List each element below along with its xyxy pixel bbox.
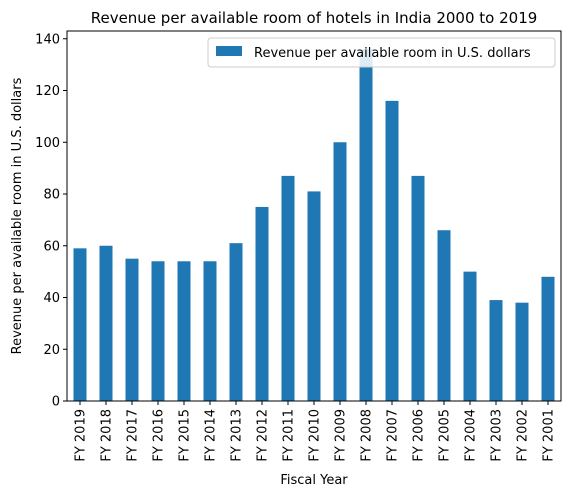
x-tick-label: FY 2014 — [204, 409, 219, 462]
bar-fy-2012 — [255, 206, 269, 401]
x-axis-ticks: FY 2019 FY 2018 FY 2017 FY 2016 FY 2015 FY 20… — [74, 401, 557, 462]
bar-fy-2019 — [73, 248, 87, 401]
y-tick-label: 100 — [35, 136, 60, 151]
bar-fy-2017 — [125, 258, 139, 401]
x-tick-label: FY 2008 — [360, 409, 375, 462]
x-tick-label: FY 2017 — [126, 409, 141, 462]
x-tick-label: FY 2019 — [74, 409, 89, 462]
x-tick-label: FY 2013 — [230, 409, 245, 462]
legend-swatch — [216, 46, 242, 56]
plot-frame — [66, 30, 562, 402]
x-tick-label: FY 2007 — [386, 409, 401, 462]
bars-group — [73, 49, 555, 402]
bar-fy-2006 — [411, 175, 425, 401]
bar-fy-2018 — [99, 245, 113, 401]
bar-fy-2016 — [151, 261, 165, 401]
bar-fy-2003 — [489, 300, 503, 401]
bar-fy-2002 — [515, 302, 529, 401]
bar-fy-2013 — [229, 243, 243, 401]
x-tick-label: FY 2018 — [100, 409, 115, 462]
x-tick-label: FY 2001 — [542, 409, 557, 462]
bar-fy-2009 — [333, 142, 347, 402]
x-tick-label: FY 2011 — [282, 409, 297, 462]
chart-title: Revenue per available room of hotels in … — [91, 9, 538, 27]
y-tick-label: 140 — [35, 32, 60, 47]
x-tick-label: FY 2002 — [516, 409, 531, 462]
x-tick-label: FY 2016 — [152, 409, 167, 462]
bar-fy-2004 — [463, 271, 477, 401]
y-tick-label: 20 — [43, 343, 60, 358]
x-tick-label: FY 2004 — [464, 409, 479, 462]
bar-fy-2008 — [359, 49, 373, 402]
x-tick-label: FY 2009 — [334, 409, 349, 462]
x-tick-label: FY 2006 — [412, 409, 427, 462]
y-tick-label: 0 — [52, 395, 60, 410]
x-tick-label: FY 2010 — [308, 409, 323, 462]
bar-fy-2014 — [203, 261, 217, 401]
y-axis-ticks: 0 20 40 60 80 100 120 140 — [35, 32, 67, 410]
bar-fy-2001 — [541, 276, 555, 401]
x-axis-label: Fiscal Year — [280, 473, 348, 488]
bar-fy-2007 — [385, 100, 399, 401]
x-tick-label: FY 2003 — [490, 409, 505, 462]
y-tick-label: 120 — [35, 84, 60, 99]
y-tick-label: 80 — [43, 188, 60, 203]
legend-box — [207, 37, 556, 68]
x-tick-label: FY 2012 — [256, 409, 271, 462]
bar-fy-2005 — [437, 230, 451, 401]
bar-fy-2011 — [281, 175, 295, 401]
x-tick-label: FY 2005 — [438, 409, 453, 462]
y-tick-label: 60 — [43, 239, 60, 254]
legend-label: Revenue per available room in U.S. dolla… — [254, 46, 531, 61]
x-tick-label: FY 2015 — [178, 409, 193, 462]
legend: Revenue per available room in U.S. dolla… — [207, 37, 556, 68]
bar-fy-2015 — [177, 261, 191, 401]
bar-fy-2010 — [307, 191, 321, 401]
y-axis-label: Revenue per available room in U.S. dolla… — [10, 77, 25, 354]
y-tick-label: 40 — [43, 291, 60, 306]
